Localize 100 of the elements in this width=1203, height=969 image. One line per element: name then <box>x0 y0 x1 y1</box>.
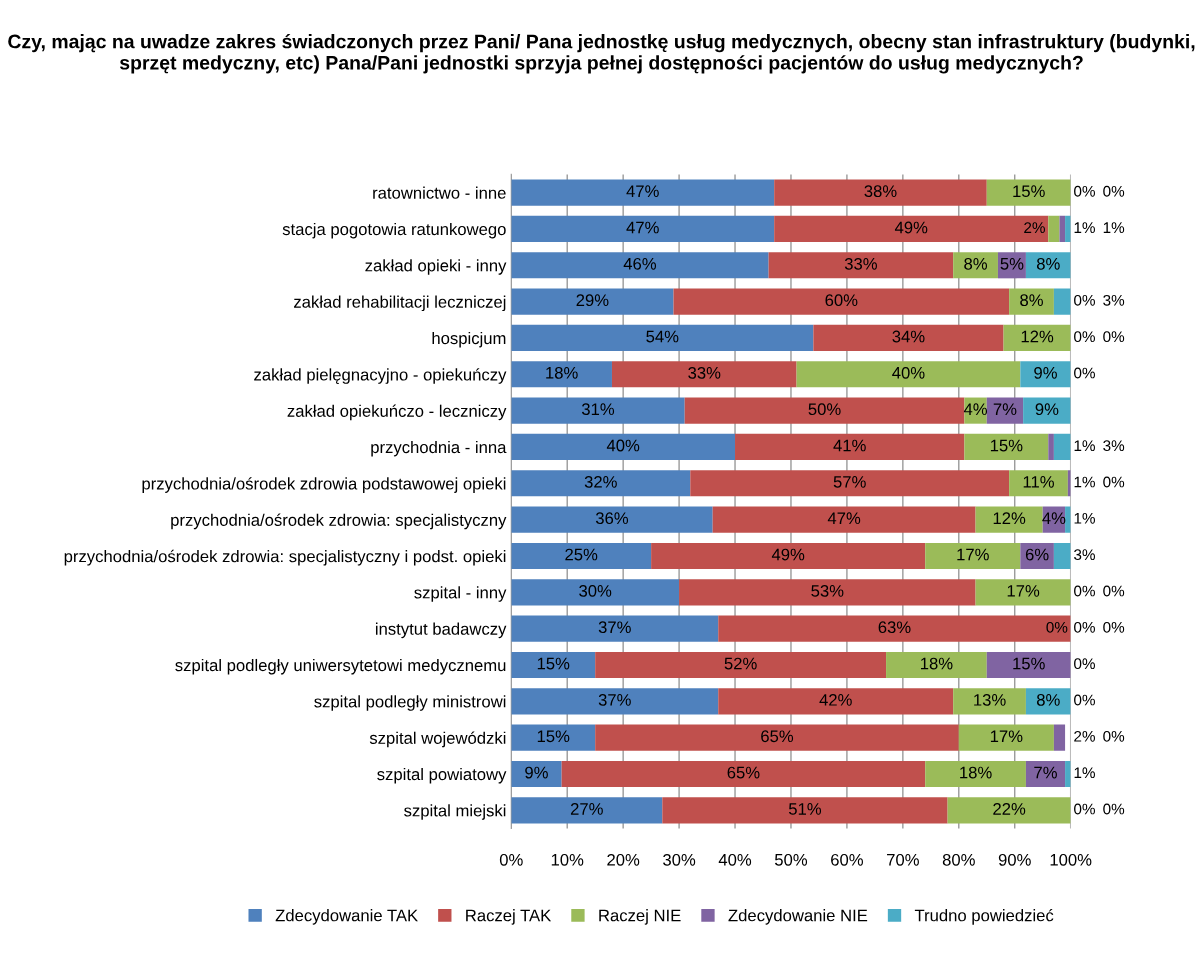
bar <box>511 542 652 570</box>
data-label: 65% <box>761 730 794 743</box>
data-label: 57% <box>833 476 866 488</box>
data-label: 36% <box>595 512 629 525</box>
bar <box>511 615 719 642</box>
data-label: 63% <box>878 621 911 634</box>
data-label: 3% <box>1103 440 1125 452</box>
y-tick-label: szpital podległy ministrowi <box>314 695 506 711</box>
data-label: 4% <box>963 403 988 416</box>
data-label: 3% <box>1074 549 1095 561</box>
data-label: 0% <box>1103 331 1125 343</box>
data-label: 0% <box>1103 476 1125 488</box>
bar <box>712 506 976 533</box>
bar <box>925 760 1026 788</box>
bar <box>511 361 612 388</box>
chart-title: Czy, mając na uwadze zakres świadczonych przez Pani/ Pana jednostkę usług medycznych, obecny stan infrastruktury (budynki, sprzęt medyczny, etc) Pana/Pani jednostki sprzyja pełnej dostępności pacjentów do usług medycznych? <box>8 33 1195 74</box>
legend-label: Zdecydowanie TAK <box>275 909 418 925</box>
y-tick-label: szpital podległy uniwersytetowi medycznemu <box>175 658 506 675</box>
bar <box>1048 215 1060 243</box>
y-tick-label: zakład rehabilitacji leczniczej <box>294 295 506 312</box>
bar <box>561 760 926 788</box>
data-label: 4% <box>1042 512 1066 525</box>
y-tick-label: zakład opiekuńczo - leczniczy <box>287 404 507 421</box>
data-label: 7% <box>1034 766 1057 779</box>
bar <box>511 179 775 206</box>
data-label: 49% <box>771 548 805 561</box>
legend-label: Zdecydowanie NIE <box>728 909 868 925</box>
data-label: 34% <box>892 330 925 343</box>
data-label: 42% <box>819 693 852 706</box>
x-tick-label: 20% <box>607 853 640 866</box>
data-label: 0% <box>1103 185 1125 197</box>
data-label: 17% <box>957 548 989 561</box>
legend-label: Trudno powiedzieć <box>914 908 1054 925</box>
bar <box>673 288 1010 315</box>
bar <box>1025 688 1071 715</box>
data-label: 0% <box>1103 803 1125 815</box>
data-label: 52% <box>724 657 757 670</box>
data-label: 13% <box>974 693 1006 706</box>
data-label: 53% <box>811 584 844 597</box>
data-label: 47% <box>827 512 861 525</box>
bar <box>796 361 1021 388</box>
data-label: 8% <box>1020 294 1043 307</box>
bar <box>958 724 1054 751</box>
bar <box>511 252 769 279</box>
bar <box>1059 215 1066 243</box>
bar <box>774 215 1049 243</box>
data-label: 2% <box>1024 222 1045 233</box>
data-label: 0% <box>1103 621 1125 633</box>
data-label: 18% <box>921 657 953 670</box>
data-label: 54% <box>646 330 679 343</box>
bar <box>718 688 954 715</box>
data-label: 0% <box>1074 694 1095 706</box>
data-label: 32% <box>584 475 617 488</box>
bar <box>813 324 1004 352</box>
data-label: 0% <box>1103 585 1125 597</box>
data-label: 51% <box>788 803 822 815</box>
bar <box>511 506 713 533</box>
bar <box>986 397 1024 424</box>
data-label: 1% <box>1074 512 1095 524</box>
data-label: 0% <box>1074 331 1095 343</box>
bar <box>1020 542 1054 570</box>
data-label: 47% <box>626 185 659 197</box>
data-label: 0% <box>1074 621 1095 633</box>
bar <box>1053 433 1071 461</box>
data-label: 17% <box>990 730 1023 743</box>
data-label: 9% <box>525 766 548 779</box>
bar <box>768 252 954 279</box>
y-tick-label: zakład pielęgnacyjno - opiekuńczy <box>254 368 507 384</box>
data-label: 25% <box>565 548 598 561</box>
data-label: 18% <box>546 366 578 379</box>
bar <box>511 433 736 461</box>
data-label: 1% <box>1074 767 1095 779</box>
data-label: 50% <box>808 403 841 416</box>
data-label: 41% <box>833 439 866 452</box>
y-tick-label: instytut badawczy <box>375 622 507 639</box>
legend-label: Raczej NIE <box>599 909 681 925</box>
data-label: 7% <box>993 403 1017 416</box>
x-tick-label: 30% <box>663 853 696 866</box>
bar <box>611 361 797 388</box>
y-tick-label: szpital miejski <box>404 804 506 820</box>
data-label: 37% <box>598 621 631 634</box>
data-label: 18% <box>960 766 992 779</box>
bar <box>679 579 976 606</box>
bar <box>1048 433 1054 461</box>
data-label: 5% <box>1000 258 1024 270</box>
bar <box>511 651 596 679</box>
data-label: 11% <box>1023 476 1054 488</box>
bar <box>511 579 680 606</box>
data-label: 15% <box>1013 657 1045 670</box>
data-label: 0% <box>1103 730 1125 742</box>
bar <box>925 542 1021 570</box>
data-label: 0% <box>1074 185 1095 197</box>
data-label: 6% <box>1025 548 1049 561</box>
data-label: 12% <box>993 512 1026 525</box>
data-label: 0% <box>1074 367 1095 379</box>
x-tick-label: 0% <box>499 853 523 866</box>
x-tick-label: 70% <box>887 853 919 866</box>
bar <box>684 397 965 424</box>
data-label: 15% <box>537 730 570 743</box>
data-label: 1% <box>1103 222 1125 233</box>
